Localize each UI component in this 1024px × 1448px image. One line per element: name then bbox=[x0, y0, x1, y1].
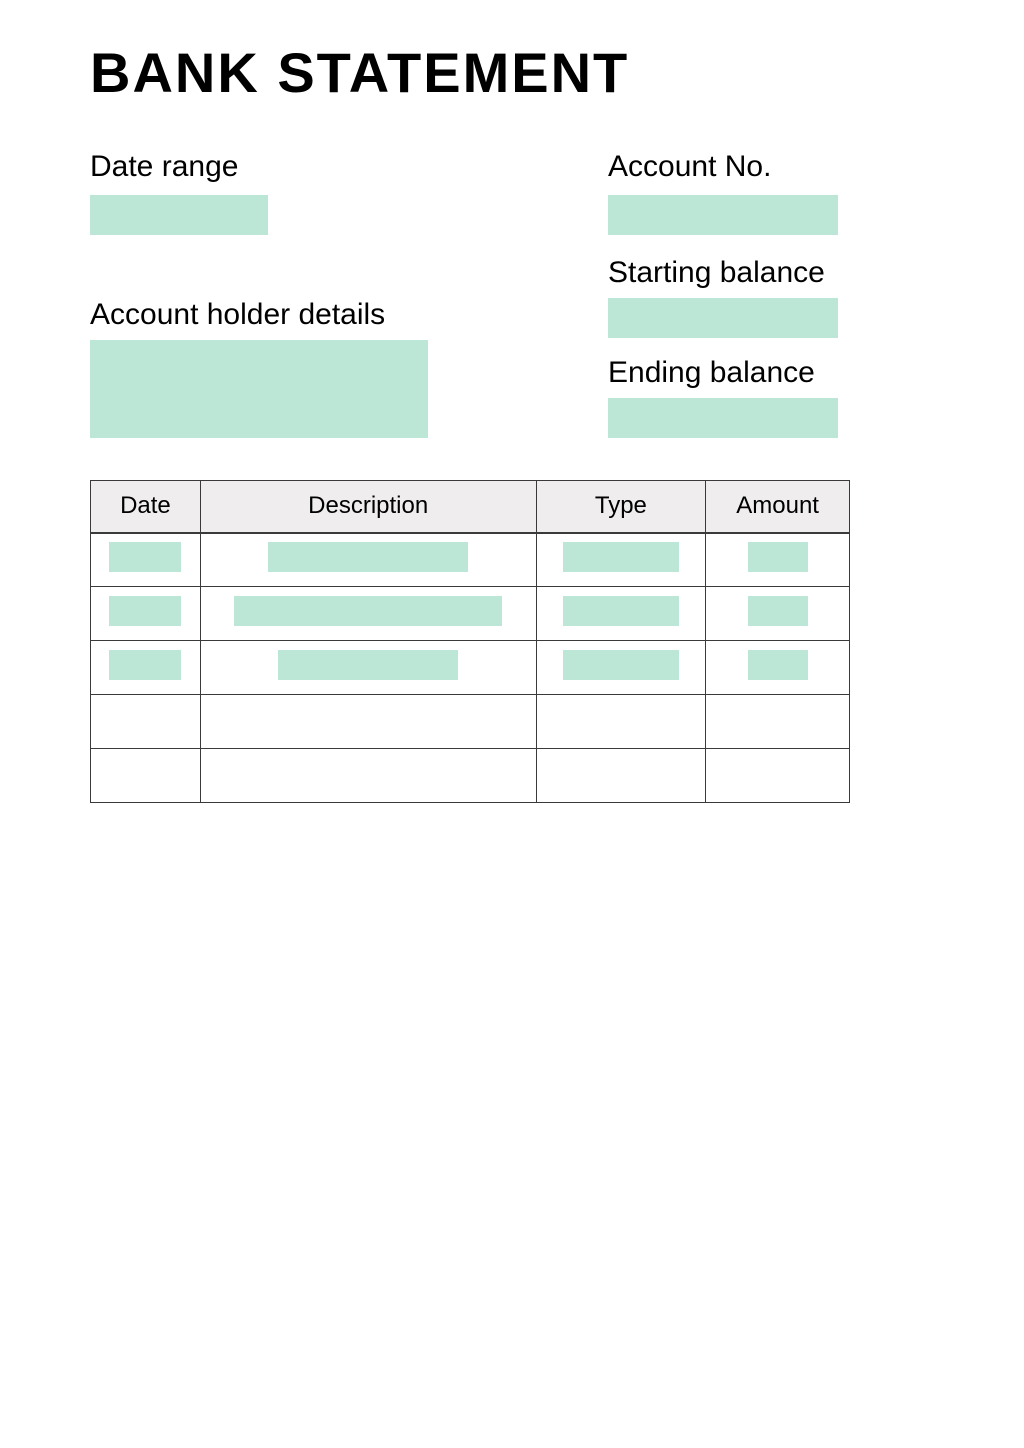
table-row bbox=[91, 641, 850, 695]
table-row bbox=[91, 749, 850, 803]
cell-fill bbox=[563, 650, 679, 680]
cell-fill bbox=[109, 596, 181, 626]
label-date-range: Date range bbox=[90, 150, 238, 184]
col-header-date: Date bbox=[91, 481, 201, 533]
table-cell bbox=[536, 533, 706, 587]
col-header-amount: Amount bbox=[706, 481, 850, 533]
table-cell bbox=[536, 749, 706, 803]
fill-date-range bbox=[90, 195, 268, 235]
cell-fill bbox=[109, 542, 181, 572]
cell-fill bbox=[748, 596, 808, 626]
table-cell bbox=[536, 695, 706, 749]
table-cell bbox=[91, 749, 201, 803]
table-row bbox=[91, 695, 850, 749]
table-row bbox=[91, 587, 850, 641]
table-cell bbox=[200, 749, 536, 803]
table-header-row: Date Description Type Amount bbox=[91, 481, 850, 533]
cell-fill bbox=[563, 542, 679, 572]
table-cell bbox=[536, 641, 706, 695]
table-cell bbox=[706, 587, 850, 641]
label-account-no: Account No. bbox=[608, 150, 771, 184]
fill-starting-balance bbox=[608, 298, 838, 338]
cell-fill bbox=[748, 542, 808, 572]
col-header-description: Description bbox=[200, 481, 536, 533]
table-row bbox=[91, 533, 850, 587]
table-cell bbox=[200, 587, 536, 641]
table-cell bbox=[91, 533, 201, 587]
cell-fill bbox=[234, 596, 502, 626]
table-cell bbox=[200, 641, 536, 695]
cell-fill bbox=[109, 650, 181, 680]
cell-fill bbox=[563, 596, 679, 626]
cell-fill bbox=[748, 650, 808, 680]
table-cell bbox=[706, 749, 850, 803]
table-cell bbox=[91, 641, 201, 695]
table-cell bbox=[706, 533, 850, 587]
table-cell bbox=[91, 695, 201, 749]
label-starting-balance: Starting balance bbox=[608, 256, 825, 290]
label-ending-balance: Ending balance bbox=[608, 356, 815, 390]
fill-account-holder bbox=[90, 340, 428, 438]
table-cell bbox=[536, 587, 706, 641]
table-cell bbox=[200, 533, 536, 587]
table-cell bbox=[706, 641, 850, 695]
col-header-type: Type bbox=[536, 481, 706, 533]
label-account-holder: Account holder details bbox=[90, 298, 385, 332]
fill-ending-balance bbox=[608, 398, 838, 438]
fill-account-no bbox=[608, 195, 838, 235]
table-cell bbox=[200, 695, 536, 749]
table-cell bbox=[706, 695, 850, 749]
cell-fill bbox=[278, 650, 458, 680]
transactions-table: Date Description Type Amount bbox=[90, 480, 850, 803]
page-title: BANK STATEMENT bbox=[90, 40, 629, 105]
cell-fill bbox=[268, 542, 468, 572]
table-cell bbox=[91, 587, 201, 641]
